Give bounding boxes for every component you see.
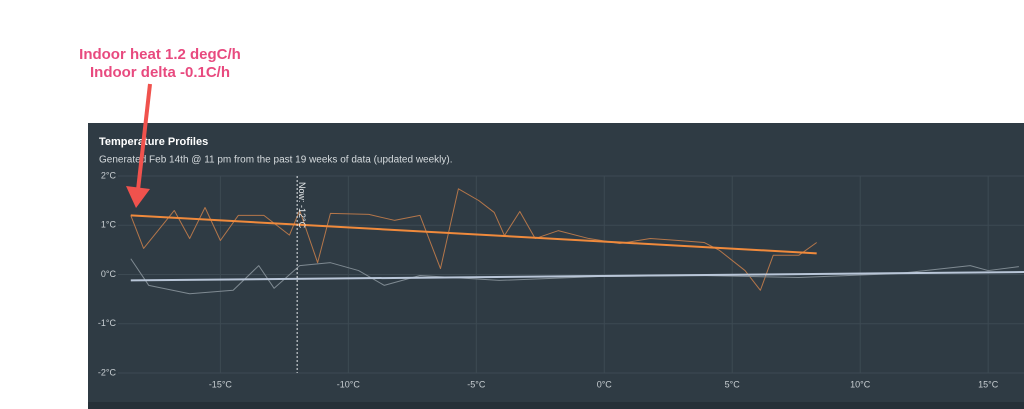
chart-subtitle: Generated Feb 14th @ 11 pm from the past…	[99, 155, 453, 166]
panel-footer	[88, 402, 1024, 409]
x-tick-label: 10°C	[850, 379, 871, 389]
annotation: Indoor delta -0.1C/h	[90, 64, 230, 81]
series-line	[130, 188, 817, 291]
x-tick-label: -5°C	[467, 379, 486, 389]
y-tick-label: -1°C	[98, 318, 117, 328]
plot-area: 2°C 1°C 0°C -1°C -2°C -15°C -10°C -5°C 0°C 5°C 10°…	[98, 170, 1024, 389]
chart-title: Temperature Profiles	[99, 136, 208, 148]
series-line	[130, 271, 1024, 282]
arrow-head	[126, 186, 150, 208]
chart-panel	[88, 123, 1024, 409]
now-label: Now: -12°C	[297, 182, 307, 229]
y-tick-label: 1°C	[101, 220, 117, 230]
x-tick-label: -15°C	[209, 379, 233, 389]
series-line	[130, 214, 817, 255]
y-tick-label: -2°C	[98, 367, 117, 377]
annotation-arrow	[136, 83, 152, 191]
y-tick-label: 0°C	[101, 269, 117, 279]
x-tick-label: 15°C	[978, 379, 999, 389]
x-tick-label: -10°C	[337, 379, 361, 389]
x-tick-label: 5°C	[725, 379, 741, 389]
x-tick-label: 0°C	[597, 379, 613, 389]
annotation: Indoor heat 1.2 degC/h	[79, 46, 241, 63]
y-tick-label: 2°C	[101, 170, 117, 180]
